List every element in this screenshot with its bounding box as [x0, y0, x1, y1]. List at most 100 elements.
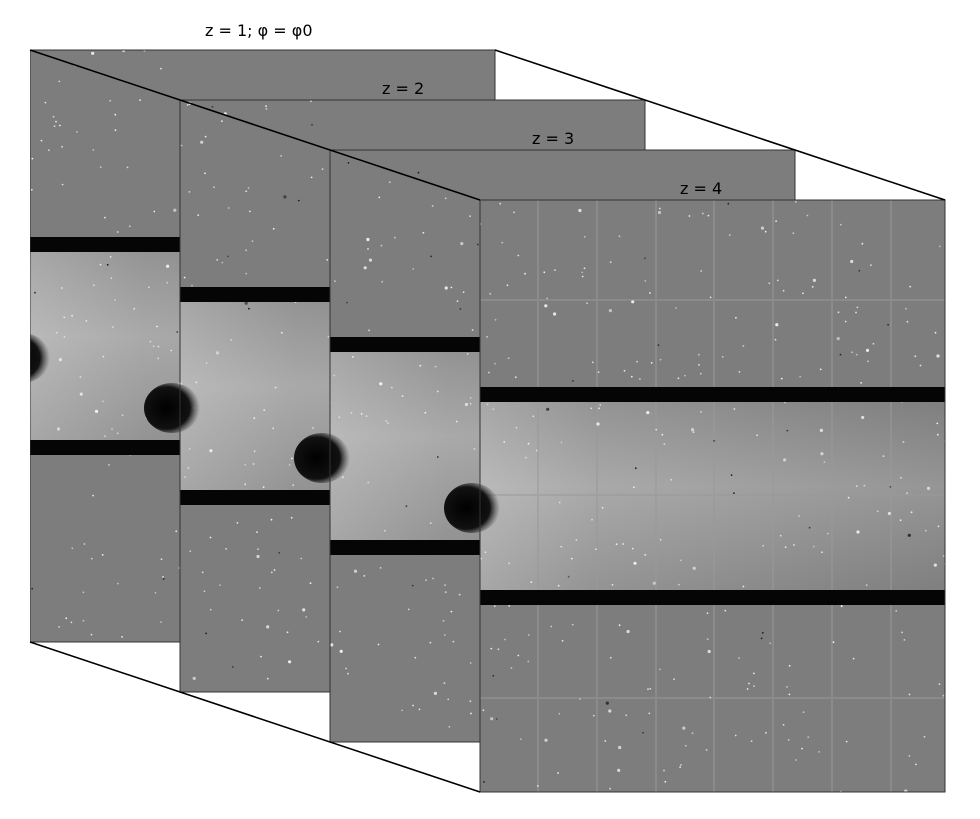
diffraction-spot: [786, 686, 788, 688]
diffraction-spot: [150, 341, 152, 343]
diffraction-spot: [713, 440, 715, 442]
diffraction-spot: [252, 240, 254, 242]
diffraction-spot: [184, 476, 186, 478]
diffraction-spot: [572, 380, 574, 382]
diffraction-spot: [581, 272, 583, 274]
diffraction-spot: [546, 408, 549, 411]
diffraction-spot: [579, 698, 581, 700]
diffraction-spot: [649, 292, 651, 294]
diffraction-spot: [572, 624, 574, 626]
diffraction-spot: [841, 605, 843, 607]
diffraction-spot: [312, 427, 314, 429]
diffraction-spot: [326, 259, 328, 261]
diffraction-spot: [62, 184, 64, 186]
diffraction-spot: [443, 620, 445, 622]
diffraction-spot: [483, 709, 485, 711]
diffraction-spot: [59, 125, 61, 127]
diffraction-spot: [102, 554, 104, 556]
diffraction-spot: [850, 260, 853, 263]
diffraction-spot: [445, 286, 448, 289]
diffraction-spot: [707, 638, 709, 640]
diffraction-spot: [492, 675, 494, 677]
diffraction-spot: [210, 537, 212, 539]
diffraction-spot: [936, 423, 938, 425]
diffraction-spot: [622, 543, 624, 545]
diffraction-spot: [470, 662, 472, 664]
diffraction-spot: [385, 420, 387, 422]
diffraction-spot: [560, 546, 562, 548]
diffraction-spot: [914, 355, 916, 357]
diffraction-spot: [582, 276, 584, 278]
diffraction-spot: [109, 100, 111, 102]
diffraction-spot: [378, 197, 380, 199]
diffraction-spot: [827, 533, 829, 535]
diffraction-spot: [260, 656, 262, 658]
diffraction-spot: [470, 397, 472, 399]
diffraction-spot: [670, 479, 672, 481]
diffraction-spot: [444, 634, 446, 636]
beam-stop-shadow: [144, 383, 200, 433]
diffraction-spot: [470, 713, 472, 715]
diffraction-spot: [337, 586, 339, 588]
diffraction-spot: [735, 317, 737, 319]
diffraction-spot: [780, 535, 782, 537]
diffraction-spot: [642, 732, 644, 734]
diffraction-spot: [469, 215, 471, 217]
diffraction-spot: [244, 483, 246, 485]
diffraction-spot: [445, 591, 447, 593]
diffraction-spot: [789, 694, 791, 696]
diffraction-spot: [361, 413, 363, 415]
diffraction-spot: [31, 588, 33, 590]
diffraction-spot: [80, 376, 82, 378]
diffraction-spot: [731, 474, 733, 476]
diffraction-spot: [678, 584, 680, 586]
diffraction-spot: [833, 641, 835, 643]
diffraction-spot: [195, 381, 197, 383]
diffraction-spot: [856, 530, 859, 533]
diffraction-spot: [528, 634, 530, 636]
diffraction-spot: [302, 608, 305, 611]
diffraction-spot: [530, 581, 532, 583]
diffraction-spot: [41, 140, 43, 142]
diffraction-spot: [32, 158, 34, 160]
diffraction-spot: [693, 567, 696, 570]
diffraction-spot: [265, 105, 267, 107]
diffraction-spot: [340, 650, 343, 653]
diffraction-spot: [943, 695, 945, 697]
diffraction-spot: [437, 456, 439, 458]
diffraction-spot: [181, 145, 183, 147]
diffraction-spot: [221, 262, 223, 264]
diffraction-spot: [858, 270, 860, 272]
diffraction-spot: [56, 332, 58, 334]
diffraction-spot: [783, 290, 785, 292]
diffraction-spot: [71, 315, 73, 317]
diffraction-spot: [924, 736, 926, 738]
diffraction-spot: [870, 264, 872, 266]
diffraction-spot: [707, 612, 709, 614]
diffraction-spot: [477, 244, 479, 246]
diffraction-spot: [729, 234, 731, 236]
diffraction-spot: [663, 770, 665, 772]
diffraction-spot: [330, 643, 333, 646]
diffraction-spot: [602, 507, 604, 509]
diffraction-spot: [408, 609, 410, 611]
diffraction-spot: [604, 740, 606, 742]
diffraction-spot: [682, 727, 685, 730]
diffraction-spot: [503, 441, 505, 443]
diffraction-spot: [586, 302, 588, 304]
diffraction-spot: [474, 448, 476, 450]
diffraction-spot: [861, 416, 864, 419]
diffraction-spot: [543, 271, 545, 273]
diffraction-spot: [463, 291, 465, 293]
diffraction-spot: [599, 404, 601, 406]
diffraction-spot: [48, 149, 50, 151]
diffraction-spot: [86, 320, 88, 322]
diffraction-spot: [632, 548, 634, 550]
diffraction-spot: [610, 657, 612, 659]
diffraction-spot: [678, 377, 680, 379]
diffraction-spot: [280, 155, 282, 157]
diffraction-spot: [554, 269, 556, 271]
diffraction-spot: [244, 464, 246, 466]
diffraction-spot: [775, 323, 778, 326]
